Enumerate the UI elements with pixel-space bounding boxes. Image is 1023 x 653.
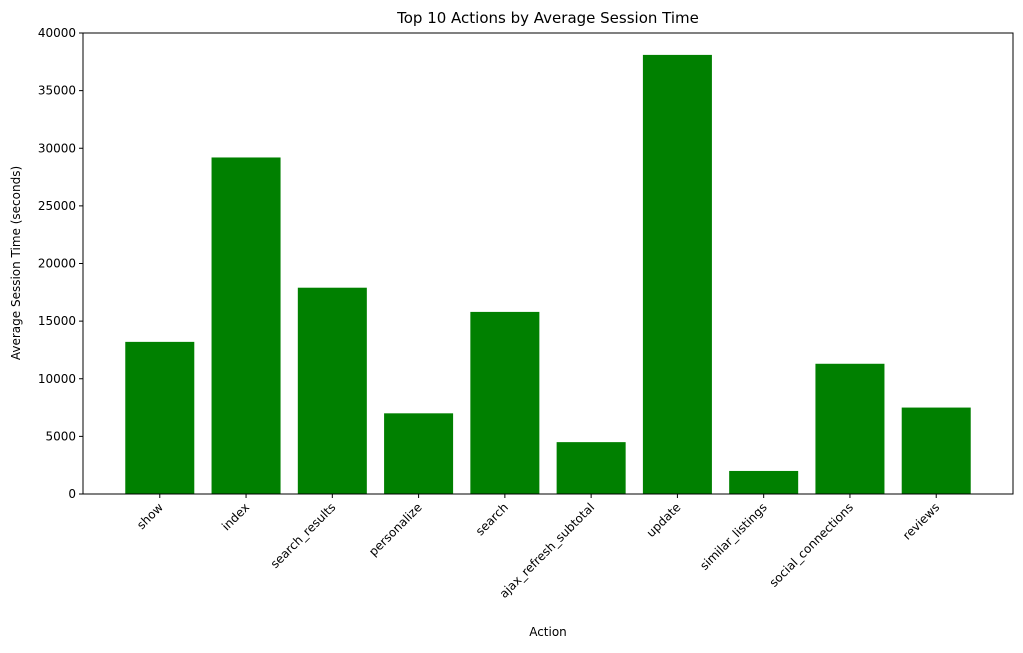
x-tick-label: reviews bbox=[900, 500, 942, 542]
bar-social_connections bbox=[815, 363, 885, 494]
bar-similar_listings bbox=[729, 470, 799, 494]
bars-layer bbox=[125, 54, 971, 495]
y-tick-label: 30000 bbox=[38, 141, 76, 155]
x-tick-label: show bbox=[134, 500, 166, 532]
x-tick-label: search bbox=[473, 500, 511, 538]
y-tick-label: 5000 bbox=[45, 429, 76, 443]
bar-personalize bbox=[384, 413, 454, 494]
y-tick-label: 10000 bbox=[38, 372, 76, 386]
x-tick-label: personalize bbox=[366, 500, 425, 559]
y-tick-label: 25000 bbox=[38, 199, 76, 213]
y-tick-label: 35000 bbox=[38, 84, 76, 98]
bar-update bbox=[642, 54, 712, 495]
bar-show bbox=[125, 341, 195, 494]
bar-reviews bbox=[901, 407, 971, 494]
y-axis-label: Average Session Time (seconds) bbox=[9, 166, 23, 360]
y-axis: 0 5000 10000 15000 20000 25000 30000 35000 40000 bbox=[38, 26, 83, 501]
y-tick-label: 0 bbox=[68, 487, 76, 501]
y-tick-label: 40000 bbox=[38, 26, 76, 40]
chart-title: Top 10 Actions by Average Session Time bbox=[396, 9, 699, 27]
bar-index bbox=[211, 157, 281, 494]
y-tick-label: 15000 bbox=[38, 314, 76, 328]
x-tick-label: social_connections bbox=[767, 500, 857, 590]
plot-frame bbox=[82, 32, 1014, 495]
x-axis: show index search_results personalize search… bbox=[134, 494, 942, 601]
x-tick-label: ajax_refresh_subtotal bbox=[497, 500, 598, 601]
y-tick-label: 20000 bbox=[38, 257, 76, 271]
x-tick-label: similar_listings bbox=[697, 500, 770, 573]
x-tick-label: search_results bbox=[268, 500, 339, 571]
bar-search_results bbox=[297, 287, 367, 494]
x-axis-label: Action bbox=[529, 625, 567, 639]
bar-ajax_refresh_subtotal bbox=[556, 442, 626, 494]
x-tick-label: index bbox=[219, 500, 252, 533]
bar-search bbox=[470, 311, 540, 494]
x-tick-label: update bbox=[644, 500, 684, 540]
